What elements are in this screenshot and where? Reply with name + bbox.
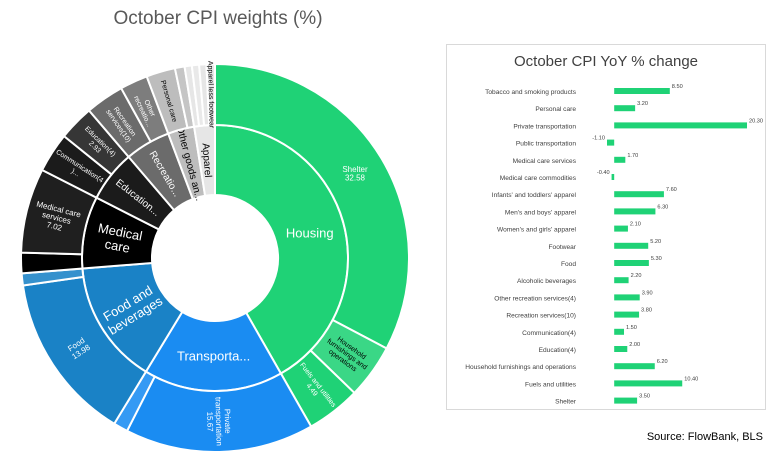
sunburst-segment-label: Shelter 32.58 (342, 165, 368, 183)
sunburst-category-label: Medicalcare (94, 220, 144, 257)
bar-category-label: Infants' and toddlers' apparel (492, 192, 577, 199)
bar-medical-care-services (614, 156, 626, 163)
bar-public-transportation (607, 139, 615, 146)
bar-value-label: 10.40 (684, 376, 698, 382)
bar-infants-and-toddlers-apparel (614, 191, 664, 198)
bar-footwear (614, 242, 649, 249)
sunburst-segment-shelter (214, 62, 410, 350)
bar-medical-care-commodities (611, 174, 615, 180)
bar-category-label: Tobacco and smoking products (485, 89, 577, 96)
bar-value-label: 8.50 (672, 84, 683, 90)
bar-personal-care (614, 105, 636, 112)
bar-communication-4 (614, 328, 625, 335)
bar-category-label: Shelter (555, 399, 577, 406)
bar-value-label: 3.80 (641, 308, 652, 314)
bar-value-label: 3.50 (639, 394, 650, 400)
bar-education-4 (614, 346, 628, 352)
bar-other-recreation-services-4 (614, 294, 640, 301)
bar-household-furnishings-and-operations (614, 363, 655, 370)
sunburst-segment-unlabeled (20, 251, 84, 275)
bar-value-label: 3.90 (642, 290, 653, 296)
bar-category-label: Recreation services(10) (506, 313, 576, 320)
sunburst-category-label: Transporta... (177, 349, 250, 364)
bar-category-label: Medical care services (513, 158, 577, 165)
bar-category-label: Alcoholic beverages (517, 278, 577, 285)
bar-category-label: Public transportation (516, 141, 576, 148)
bar-value-label: 5.20 (650, 239, 661, 245)
bar-category-label: Fuels and utilities (525, 381, 577, 388)
sunburst-category-label: Housing (286, 225, 334, 240)
bar-value-label: 3.20 (637, 101, 648, 107)
source-note: Source: FlowBank, BLS (646, 431, 763, 443)
sunburst-chart-title: October CPI weights (%) (113, 8, 323, 29)
bar-private-transportation (614, 122, 747, 129)
bar-fuels-and-utilities (614, 380, 683, 387)
bar-category-label: Women's and girls' apparel (497, 227, 577, 234)
bar-value-label: -1.10 (592, 136, 605, 142)
bar-value-label: 1.70 (627, 153, 638, 159)
bar-value-label: 7.60 (666, 187, 677, 193)
bar-men-s-and-boys-apparel (614, 208, 656, 215)
bar-category-label: Education(4) (539, 347, 576, 354)
bar-value-label: 1.50 (626, 325, 637, 331)
bar-value-label: 2.10 (630, 222, 641, 228)
bar-food (614, 260, 649, 266)
bar-recreation-services-10 (614, 311, 640, 318)
sunburst-segment-label: Apparel less footwear (206, 61, 214, 129)
bar-category-label: Private transportation (513, 123, 576, 130)
bar-chart-panel: October CPI YoY % change Tobacco and smo… (446, 44, 766, 410)
bar-category-label: Food (561, 261, 576, 268)
bar-women-s-and-girls-apparel (614, 225, 628, 232)
bar-category-label: Communication(4) (522, 330, 576, 337)
bar-value-label: 6.20 (657, 359, 668, 365)
bar-chart: Tobacco and smoking products 8.50 Personal… (465, 84, 763, 406)
bar-alcoholic-beverages (614, 277, 629, 284)
bar-category-label: Medical care commodities (500, 175, 577, 182)
sunburst-category-label: Apparel (199, 143, 213, 178)
bar-shelter (614, 397, 638, 404)
bar-value-label: 2.20 (631, 273, 642, 279)
bar-value-label: 6.30 (657, 204, 668, 210)
bar-value-label: -0.40 (597, 170, 610, 176)
bar-category-label: Men's and boys' apparel (505, 209, 577, 216)
bar-chart-title: October CPI YoY % change (513, 53, 698, 70)
bar-value-label: 5.30 (651, 256, 662, 262)
bar-category-label: Other recreation services(4) (494, 295, 576, 302)
bar-value-label: 20.30 (749, 118, 763, 124)
bar-tobacco-and-smoking-products (614, 88, 670, 94)
bar-category-label: Personal care (535, 106, 576, 113)
bar-category-label: Household furnishings and operations (465, 364, 576, 371)
bar-value-label: 2.00 (629, 342, 640, 348)
sunburst-segment-apparel-less-footwear (205, 62, 216, 127)
sunburst-segment-label: Privatetransportation15.67 (205, 397, 233, 447)
bar-category-label: Footwear (549, 244, 577, 251)
